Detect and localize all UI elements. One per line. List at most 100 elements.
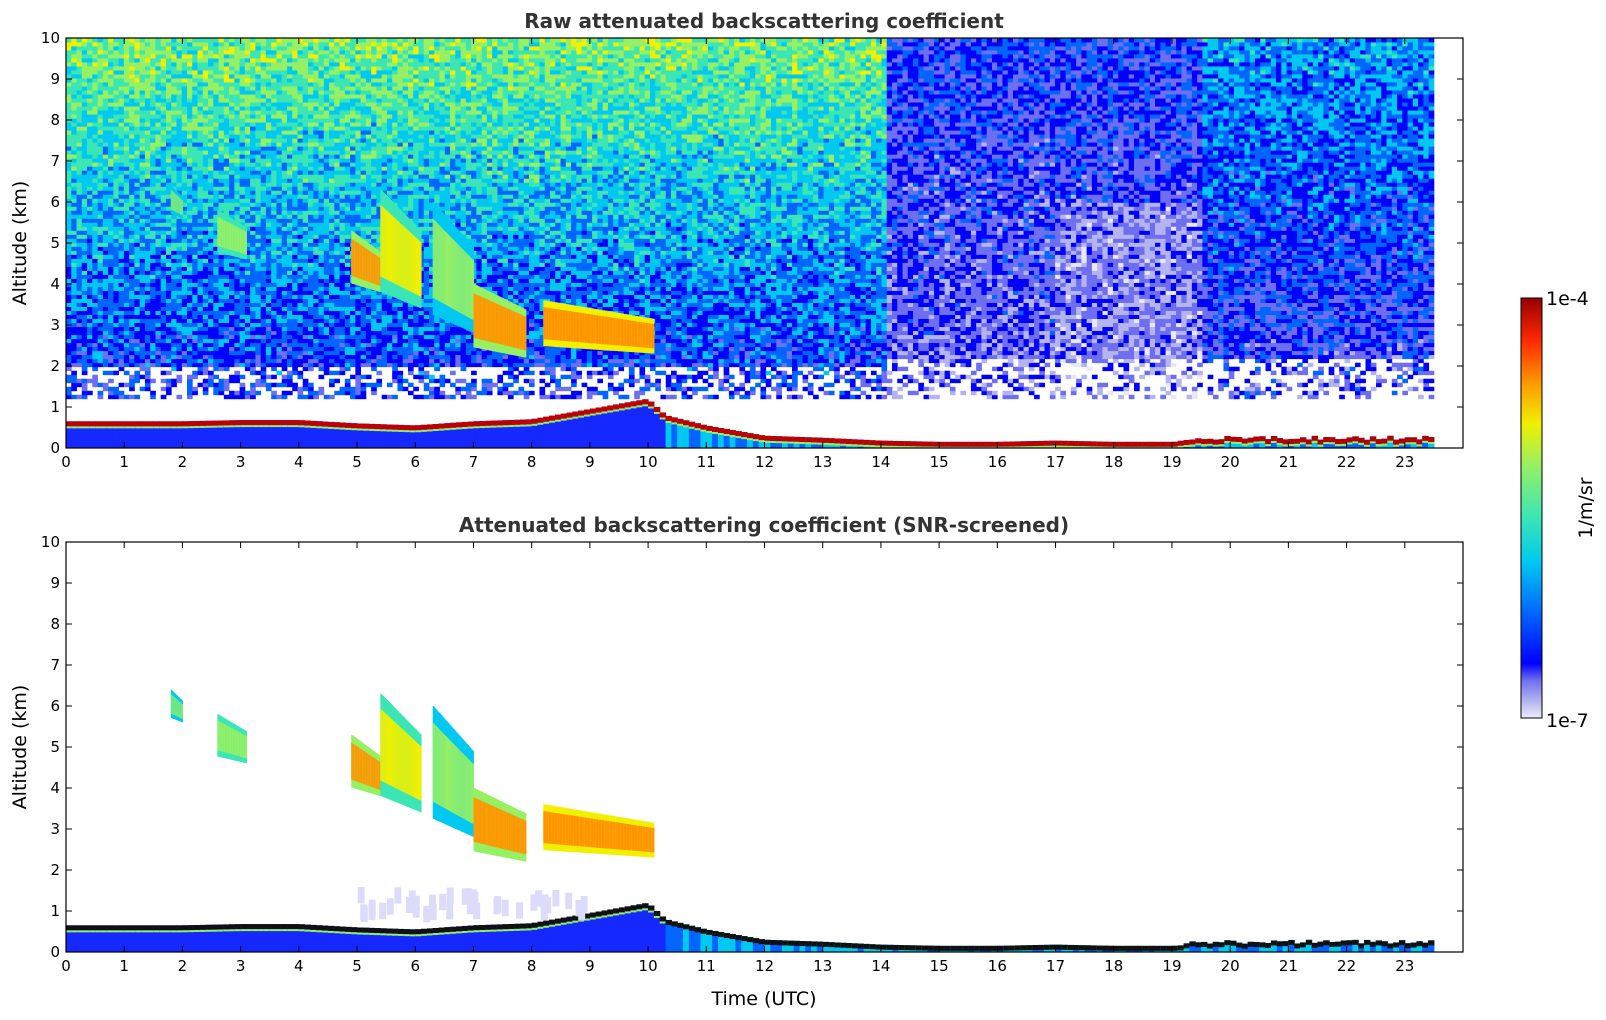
noise-cell: [271, 38, 277, 42]
noise-cell: [108, 267, 114, 271]
noise-cell: [108, 315, 114, 319]
noise-cell: [276, 78, 282, 82]
noise-cell: [276, 222, 282, 226]
noise-cell: [219, 174, 225, 178]
noise-cell: [287, 102, 293, 106]
noise-cell: [92, 198, 98, 202]
noise-cell: [319, 250, 325, 254]
noise-cell: [334, 323, 340, 327]
noise-cell: [234, 86, 240, 90]
noise-cell: [161, 242, 167, 246]
noise-cell: [266, 106, 272, 110]
noise-cell: [361, 118, 367, 122]
noise-cell: [171, 319, 177, 323]
noise-cell: [82, 287, 88, 291]
noise-cell: [103, 210, 109, 214]
noise-cell: [145, 42, 151, 46]
noise-cell: [77, 118, 83, 122]
noise-cell: [192, 218, 198, 222]
noise-cell: [240, 375, 246, 379]
noise-cell: [113, 295, 119, 299]
noise-cell: [324, 190, 330, 194]
noise-cell: [219, 70, 225, 74]
noise-cell: [203, 283, 209, 287]
noise-cell: [303, 126, 309, 130]
noise-cell: [92, 234, 98, 238]
noise-cell: [334, 371, 340, 375]
noise-cell: [129, 343, 135, 347]
noise-cell: [334, 218, 340, 222]
noise-cell: [340, 78, 346, 82]
noise-cell: [119, 279, 125, 283]
noise-cell: [129, 339, 135, 343]
noise-cell: [297, 74, 303, 78]
noise-cell: [208, 38, 214, 42]
noise-cell: [129, 323, 135, 327]
noise-cell: [176, 110, 182, 114]
noise-cell: [176, 150, 182, 154]
noise-cell: [250, 307, 256, 311]
noise-cell: [198, 102, 204, 106]
noise-cell: [77, 234, 83, 238]
noise-cell: [340, 226, 346, 230]
noise-cell: [245, 182, 251, 186]
noise-cell: [345, 198, 351, 202]
noise-cell: [71, 275, 77, 279]
noise-cell: [303, 62, 309, 66]
noise-cell: [345, 90, 351, 94]
noise-cell: [166, 222, 172, 226]
noise-cell: [192, 331, 198, 335]
noise-cell: [140, 230, 146, 234]
noise-cell: [66, 186, 72, 190]
noise-cell: [98, 222, 104, 226]
noise-cell: [203, 339, 209, 343]
noise-cell: [255, 226, 261, 230]
noise-cell: [319, 38, 325, 42]
noise-cell: [224, 126, 230, 130]
noise-cell: [229, 98, 235, 102]
noise-cell: [92, 138, 98, 142]
noise-cell: [66, 182, 72, 186]
noise-cell: [166, 106, 172, 110]
noise-cell: [292, 114, 298, 118]
noise-cell: [124, 122, 130, 126]
noise-cell: [334, 54, 340, 58]
noise-cell: [324, 150, 330, 154]
noise-cell: [340, 98, 346, 102]
noise-cell: [282, 90, 288, 94]
noise-cell: [282, 355, 288, 359]
noise-cell: [287, 154, 293, 158]
noise-cell: [192, 94, 198, 98]
noise-cell: [245, 214, 251, 218]
noise-cell: [229, 258, 235, 262]
chart-title: Raw attenuated backscattering coefficien…: [524, 9, 1004, 33]
noise-cell: [334, 242, 340, 246]
noise-cell: [229, 178, 235, 182]
noise-cell: [297, 275, 303, 279]
noise-cell: [329, 158, 335, 162]
noise-cell: [108, 114, 114, 118]
noise-cell: [124, 238, 130, 242]
noise-cell: [240, 174, 246, 178]
noise-cell: [245, 319, 251, 323]
noise-cell: [155, 178, 161, 182]
noise-cell: [366, 291, 372, 295]
noise-cell: [271, 170, 277, 174]
noise-cell: [103, 271, 109, 275]
noise-cell: [145, 218, 151, 222]
noise-cell: [303, 78, 309, 82]
noise-cell: [171, 279, 177, 283]
noise-cell: [140, 178, 146, 182]
noise-cell: [166, 387, 172, 391]
noise-cell: [124, 186, 130, 190]
noise-cell: [308, 327, 314, 331]
noise-cell: [245, 190, 251, 194]
noise-cell: [129, 70, 135, 74]
noise-cell: [255, 94, 261, 98]
noise-cell: [213, 367, 219, 371]
noise-cell: [234, 379, 240, 383]
noise-cell: [334, 198, 340, 202]
noise-cell: [340, 295, 346, 299]
noise-cell: [308, 291, 314, 295]
noise-cell: [103, 102, 109, 106]
